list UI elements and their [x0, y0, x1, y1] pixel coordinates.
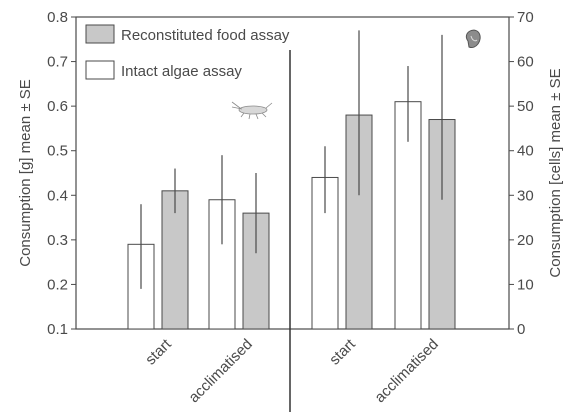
legend: Reconstituted food assay Intact algae as… [85, 24, 290, 80]
tick-label-right: 10 [517, 276, 534, 293]
category-label-left-start: start [142, 335, 175, 368]
tick-label-right: 30 [517, 187, 534, 204]
bars [127, 101, 456, 330]
tick-label-left: 0.8 [47, 9, 68, 26]
plot-frame [75, 16, 510, 330]
category-label-left-acclimatised: acclimatised [185, 336, 255, 406]
tick-label-right: 60 [517, 54, 534, 71]
category-label-right-start: start [326, 335, 359, 368]
tick-label-left: 0.4 [47, 187, 68, 204]
algae-cell-icon [465, 29, 481, 49]
legend-swatch-intact [85, 60, 115, 80]
tick-label-left: 0.2 [47, 276, 68, 293]
category-label-right-acclimatised: acclimatised [371, 336, 441, 406]
y-axis-label-right: Consumption [cells] mean ± SE [547, 68, 564, 277]
y-axis-label-left: Consumption [g] mean ± SE [17, 79, 34, 267]
tick-label-left: 0.3 [47, 232, 68, 249]
tick-label-right: 40 [517, 143, 534, 160]
tick-label-right: 50 [517, 98, 534, 115]
legend-label-reconstituted: Reconstituted food assay [121, 27, 290, 44]
error-bars [140, 30, 443, 289]
tick-label-right: 70 [517, 9, 534, 26]
legend-swatch-reconstituted [85, 24, 115, 44]
tick-label-left: 0.6 [47, 98, 68, 115]
tick-label-right: 0 [517, 321, 525, 338]
legend-label-intact: Intact algae assay [121, 63, 242, 80]
tick-label-right: 20 [517, 232, 534, 249]
bar-left-start-reconstituted [161, 190, 189, 330]
tick-label-left: 0.5 [47, 143, 68, 160]
tick-label-left: 0.1 [47, 321, 68, 338]
amphipod-icon [231, 101, 273, 120]
tick-label-left: 0.7 [47, 54, 68, 71]
